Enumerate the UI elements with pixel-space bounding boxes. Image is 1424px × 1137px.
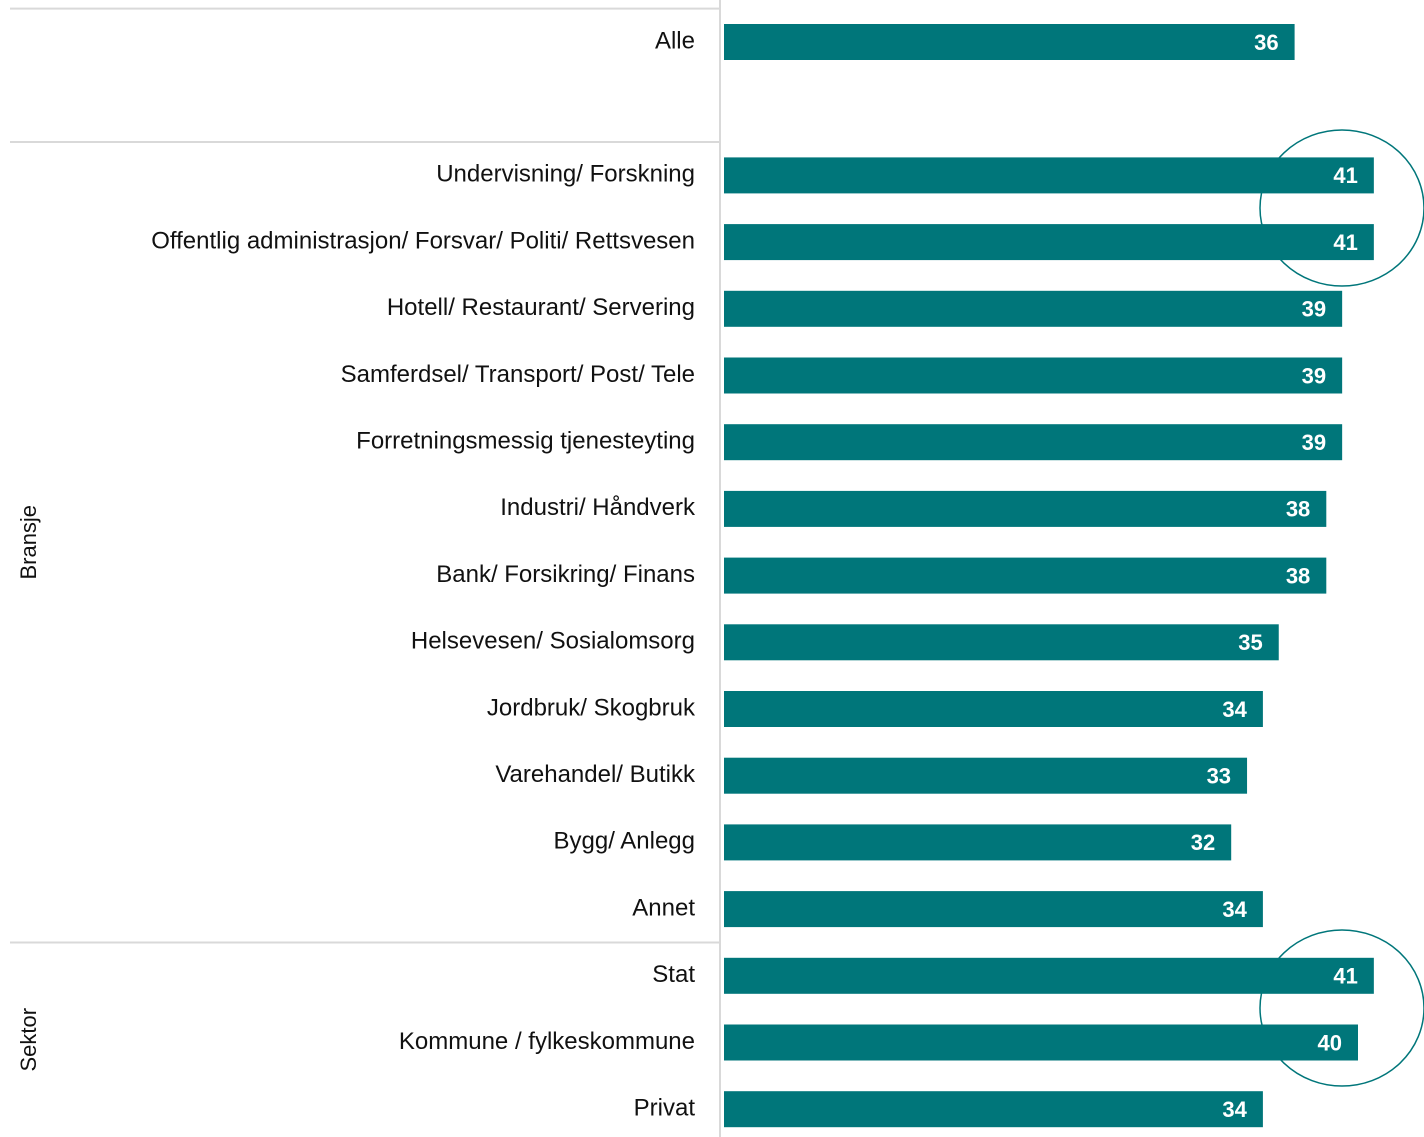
- bar: [724, 691, 1263, 727]
- category-label: Varehandel/ Butikk: [495, 761, 696, 788]
- highlight-circle: [1259, 129, 1424, 287]
- category-label: Hotell/ Restaurant/ Servering: [387, 294, 695, 321]
- value-label: 41: [1333, 230, 1357, 255]
- value-label: 34: [1222, 697, 1247, 722]
- category-label: Privat: [634, 1095, 696, 1122]
- bar: [724, 224, 1374, 261]
- value-label: 39: [1302, 363, 1326, 388]
- category-label: Samferdsel/ Transport/ Post/ Tele: [341, 361, 695, 388]
- bar: [724, 557, 1327, 594]
- bar: [724, 891, 1263, 928]
- bar: [724, 24, 1295, 60]
- category-label: Stat: [652, 961, 695, 988]
- bar: [724, 490, 1327, 527]
- category-label: Bank/ Forsikring/ Finans: [436, 561, 695, 588]
- category-label: Undervisning/ Forskning: [436, 161, 695, 188]
- value-label: 34: [1222, 897, 1247, 922]
- category-label: Bygg/ Anlegg: [554, 828, 695, 855]
- bar: [724, 624, 1279, 661]
- value-label: 34: [1222, 1097, 1247, 1122]
- value-label: 39: [1302, 297, 1326, 322]
- value-label: 39: [1302, 430, 1326, 455]
- bar: [724, 290, 1343, 327]
- category-label: Forretningsmessig tjenesteyting: [356, 428, 695, 455]
- value-label: 33: [1207, 764, 1231, 789]
- bar: [724, 824, 1232, 861]
- category-label: Industri/ Håndverk: [500, 494, 696, 521]
- group-label: Sektor: [16, 1008, 41, 1072]
- category-label: Helsevesen/ Sosialomsorg: [411, 628, 695, 655]
- bar: [724, 1091, 1263, 1128]
- category-label: Jordbruk/ Skogbruk: [487, 694, 696, 721]
- value-label: 35: [1238, 630, 1262, 655]
- value-label: 32: [1191, 830, 1215, 855]
- bar: [724, 957, 1374, 994]
- value-label: 41: [1333, 964, 1357, 989]
- bar: [724, 1024, 1358, 1061]
- value-label: 41: [1333, 163, 1357, 188]
- value-label: 40: [1318, 1030, 1342, 1055]
- value-label: 36: [1254, 30, 1278, 55]
- category-label: Annet: [632, 894, 695, 921]
- value-label: 38: [1286, 563, 1310, 588]
- bar: [724, 757, 1248, 794]
- bar: [724, 157, 1374, 194]
- bar: [724, 424, 1343, 461]
- highlight-circle: [1259, 929, 1424, 1087]
- value-label: 38: [1286, 497, 1310, 522]
- category-label: Offentlig administrasjon/ Forsvar/ Polit…: [151, 227, 695, 254]
- category-label: Kommune / fylkeskommune: [399, 1028, 695, 1055]
- category-label: Alle: [655, 27, 695, 54]
- group-label: Bransje: [16, 505, 41, 580]
- bar: [724, 357, 1343, 394]
